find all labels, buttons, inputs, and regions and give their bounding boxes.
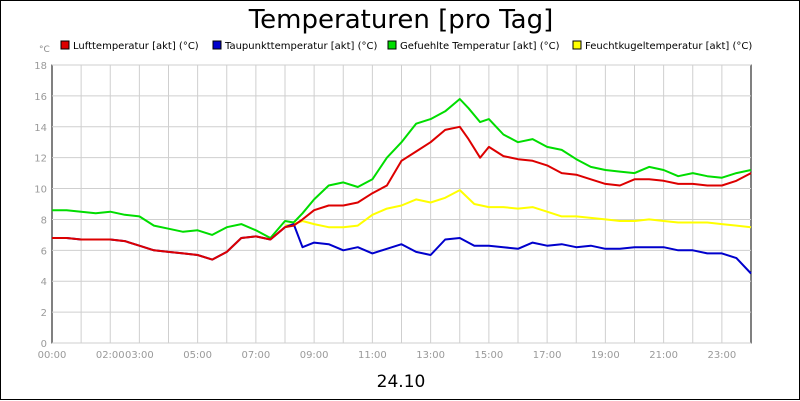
series-line-3 bbox=[52, 98, 752, 239]
x-tick-label: 09:00 bbox=[300, 350, 329, 361]
legend-swatch bbox=[60, 40, 70, 50]
series-line-4 bbox=[284, 189, 752, 229]
y-tick-label: 6 bbox=[41, 246, 47, 257]
y-tick-label: 2 bbox=[41, 308, 47, 319]
series-lines bbox=[52, 98, 752, 275]
y-axis: 0 2 4 6 8 10 12 14 16 18 bbox=[34, 61, 47, 350]
x-tick-label: 02:00 bbox=[96, 350, 125, 361]
y-tick-label: 0 bbox=[41, 339, 47, 350]
x-tick-label: 00:00 bbox=[38, 350, 67, 361]
series-line-1 bbox=[52, 125, 752, 261]
y-tick-label: 12 bbox=[34, 154, 47, 165]
y-tick-label: 16 bbox=[34, 92, 47, 103]
y-tick-label: 8 bbox=[41, 215, 47, 226]
grid bbox=[52, 64, 751, 344]
legend-swatch bbox=[572, 40, 582, 50]
x-tick-label: 17:00 bbox=[533, 350, 562, 361]
legend: Lufttemperatur [akt] (°C) Taupunkttempera… bbox=[60, 40, 752, 52]
x-tick-label: 23:00 bbox=[707, 350, 736, 361]
y-tick-label: 18 bbox=[34, 61, 47, 72]
y-tick-label: 14 bbox=[34, 123, 47, 134]
date-label: 24.10 bbox=[377, 372, 426, 392]
legend-label: Feuchtkugeltemperatur [akt] (°C) bbox=[585, 41, 752, 52]
x-tick-label: 15:00 bbox=[474, 350, 503, 361]
legend-label: Gefuehlte Temperatur [akt] (°C) bbox=[400, 41, 560, 52]
x-tick-label: 21:00 bbox=[649, 350, 678, 361]
x-tick-label: 05:00 bbox=[183, 350, 212, 361]
y-tick-label: 10 bbox=[34, 185, 47, 196]
x-tick-label: 11:00 bbox=[358, 350, 387, 361]
x-axis: 00:00 02:00 03:00 05:00 07:00 09:00 11:00 13:00… bbox=[38, 350, 737, 361]
legend-swatch bbox=[387, 40, 397, 50]
x-tick-label: 03:00 bbox=[125, 350, 154, 361]
x-tick-label: 13:00 bbox=[416, 350, 445, 361]
y-tick-label: 4 bbox=[41, 277, 47, 288]
chart-title: Temperaturen [pro Tag] bbox=[248, 5, 554, 35]
y-axis-unit: °C bbox=[39, 45, 50, 55]
x-tick-label: 07:00 bbox=[241, 350, 270, 361]
legend-label: Taupunkttemperatur [akt] (°C) bbox=[224, 41, 377, 52]
legend-swatch bbox=[212, 40, 222, 50]
legend-label: Lufttemperatur [akt] (°C) bbox=[73, 41, 199, 52]
x-tick-label: 19:00 bbox=[591, 350, 620, 361]
